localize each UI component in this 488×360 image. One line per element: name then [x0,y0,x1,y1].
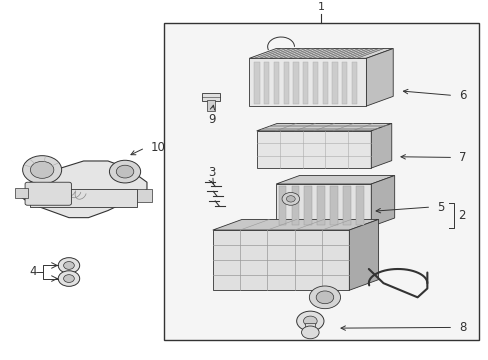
Circle shape [30,161,54,178]
Polygon shape [256,123,391,131]
Circle shape [301,326,319,339]
Bar [291,186,299,225]
Bar [343,186,350,225]
Polygon shape [366,49,392,106]
Text: 2: 2 [457,210,465,222]
Polygon shape [273,49,305,58]
Text: 1: 1 [317,2,324,12]
Polygon shape [303,49,334,58]
Circle shape [22,156,61,184]
Polygon shape [283,49,315,58]
Circle shape [286,196,295,202]
Circle shape [116,165,134,178]
Bar [293,62,298,104]
FancyBboxPatch shape [25,182,71,205]
Polygon shape [351,49,383,58]
Text: 8: 8 [458,321,466,334]
Bar [312,62,318,104]
Circle shape [58,258,80,273]
Polygon shape [264,49,296,58]
Circle shape [316,291,333,304]
Polygon shape [276,184,370,226]
Bar [341,62,346,104]
Circle shape [303,316,317,326]
Polygon shape [249,49,392,58]
Circle shape [296,311,324,331]
Bar [273,62,279,104]
Bar [15,188,27,198]
Text: 5: 5 [436,201,444,213]
Polygon shape [212,219,378,230]
Bar [304,186,311,225]
Bar [278,186,286,225]
Bar [305,323,315,332]
Circle shape [309,286,340,309]
Polygon shape [312,49,344,58]
Text: 4: 4 [29,265,37,278]
Bar [254,62,259,104]
Polygon shape [370,175,394,226]
Polygon shape [256,131,370,168]
Polygon shape [331,49,364,58]
Polygon shape [254,49,286,58]
Circle shape [282,193,299,205]
Bar [355,186,363,225]
Bar [331,62,337,104]
Text: 3: 3 [208,166,216,179]
Bar [201,93,220,101]
Polygon shape [212,230,348,290]
Polygon shape [20,161,147,218]
Bar [163,23,478,340]
Circle shape [58,271,80,286]
Bar [206,100,214,111]
Polygon shape [341,49,373,58]
Polygon shape [348,219,378,290]
Polygon shape [249,58,366,106]
Text: 10: 10 [151,141,165,154]
Text: 9: 9 [208,113,216,126]
Bar [137,189,152,202]
Bar [303,62,308,104]
Bar [322,62,327,104]
Polygon shape [322,49,354,58]
Bar [30,189,137,207]
Bar [264,62,269,104]
Text: 7: 7 [458,151,466,164]
Circle shape [63,262,74,269]
Circle shape [63,275,74,283]
Bar [283,62,288,104]
Bar [351,62,356,104]
Polygon shape [293,49,325,58]
Polygon shape [370,123,391,168]
Bar [329,186,337,225]
Circle shape [109,160,141,183]
Text: 6: 6 [458,89,466,102]
Bar [317,186,325,225]
Polygon shape [276,175,394,184]
